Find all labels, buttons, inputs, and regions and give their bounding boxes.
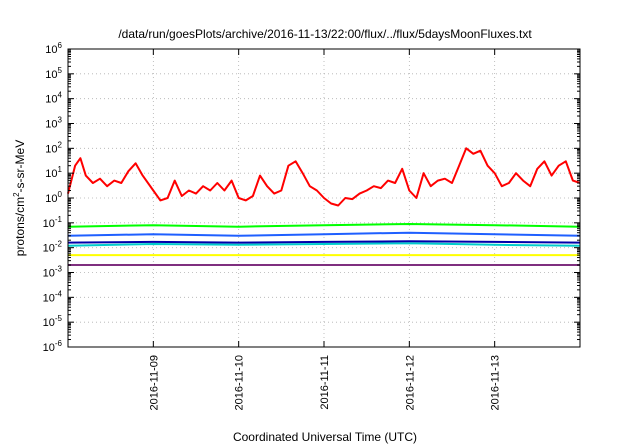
y-tick-base: 10 (43, 243, 55, 255)
series-line-2 (67, 223, 581, 228)
y-ticks: 10-610-510-410-310-210-11001011021031041… (43, 41, 580, 354)
y-tick-base: 10 (45, 69, 57, 81)
y-tick-label: 10-5 (43, 314, 63, 329)
y-tick-label: 10-4 (43, 289, 63, 304)
y-tick-exponent: 1 (58, 165, 63, 174)
y-tick-exponent: -6 (55, 339, 63, 348)
y-tick-exponent: -5 (55, 314, 63, 323)
y-tick-base: 10 (43, 317, 55, 329)
y-tick-label: 10-1 (43, 215, 63, 230)
y-tick-base: 10 (43, 292, 55, 304)
x-tick-label: 2016-11-11 (319, 355, 331, 410)
y-tick-base: 10 (45, 143, 57, 155)
y-tick-base: 10 (45, 119, 57, 131)
x-tick-label: 2016-11-13 (490, 355, 502, 410)
y-tick-exponent: 0 (58, 190, 63, 199)
x-axis-label: Coordinated Universal Time (UTC) (233, 430, 417, 444)
y-tick-label: 106 (45, 41, 62, 56)
y-axis-label-main: protons/cm (13, 197, 27, 256)
y-axis-label-tail: -s-sr-MeV (13, 140, 27, 193)
y-tick-exponent: -1 (55, 215, 63, 224)
chart-title: /data/run/goesPlots/archive/2016-11-13/2… (118, 27, 532, 41)
y-tick-base: 10 (43, 268, 55, 280)
x-ticks: 2016-11-09 2016-11-10 2016-11-11 2016-11-12… (148, 49, 502, 410)
y-tick-base: 10 (43, 218, 55, 230)
y-tick-label: 10-3 (43, 265, 63, 280)
y-tick-exponent: 3 (58, 116, 63, 125)
y-tick-exponent: -3 (55, 265, 63, 274)
series-line-5 (67, 240, 581, 244)
x-tick-label: 2016-11-12 (404, 355, 416, 410)
y-tick-exponent: 2 (58, 140, 63, 149)
series-layer (67, 147, 581, 266)
y-tick-base: 10 (43, 342, 55, 354)
y-tick-label: 103 (45, 116, 62, 131)
series-line-4 (67, 231, 581, 237)
y-tick-label: 100 (45, 190, 62, 205)
y-tick-label: 104 (45, 91, 62, 106)
y-tick-base: 10 (45, 44, 57, 56)
y-tick-label: 105 (45, 66, 62, 81)
y-axis-label: protons/cm2-s-sr-MeV (12, 140, 27, 256)
series-line-3 (67, 242, 581, 247)
x-tick-label: 2016-11-10 (234, 355, 246, 410)
y-tick-label: 10-6 (43, 339, 63, 354)
y-tick-base: 10 (45, 168, 57, 180)
x-tick-label: 2016-11-09 (148, 355, 160, 410)
y-tick-exponent: 5 (58, 66, 63, 75)
y-tick-base: 10 (45, 94, 57, 106)
y-tick-label: 101 (45, 165, 62, 180)
series-line-1 (67, 147, 581, 207)
y-tick-exponent: -4 (55, 289, 63, 298)
y-tick-exponent: 6 (58, 41, 63, 50)
y-tick-label: 10-2 (43, 240, 63, 255)
y-tick-base: 10 (45, 193, 57, 205)
y-axis-label-sup: 2 (12, 192, 21, 197)
y-tick-exponent: 4 (58, 91, 63, 100)
y-tick-label: 102 (45, 140, 62, 155)
y-tick-exponent: -2 (55, 240, 63, 249)
